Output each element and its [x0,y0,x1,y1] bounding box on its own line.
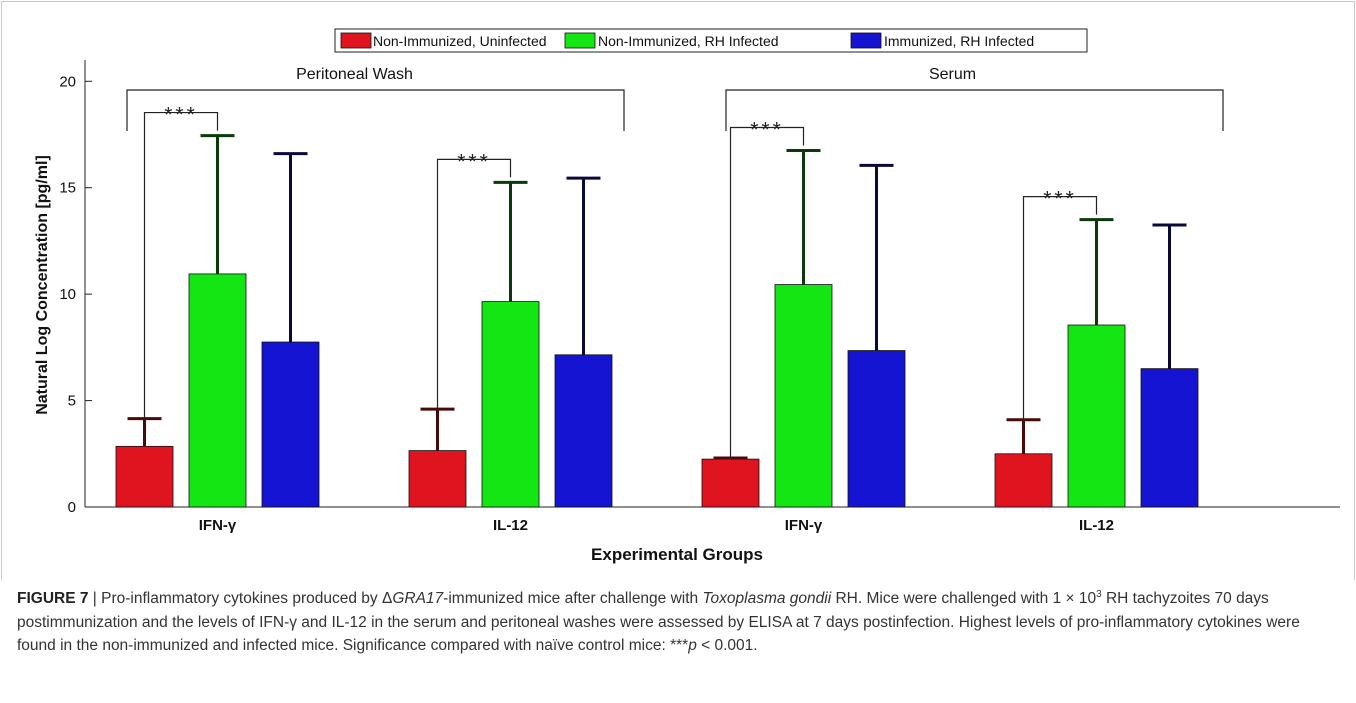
bar-chart: 0 5 10 15 20 Natural Log Concentration [pg/ml… [1,1,1355,580]
x-tick-label: IFN-γ [785,517,823,534]
figure-caption: FIGURE 7 | Pro-inflammatory cytokines pr… [17,583,1339,658]
caption-label: FIGURE 7 [17,590,89,608]
legend-swatch [564,32,596,49]
legend-swatch [850,32,882,49]
legend-label: Non-Immunized, RH Infected [598,33,779,49]
bar [408,450,467,508]
caption-species: Toxoplasma gondii [702,590,832,608]
caption-exponent: 3 [1096,589,1102,600]
significance-bracket [143,111,219,419]
y-tick-label: 0 [68,499,76,516]
caption-separator: | [88,590,102,608]
significance-label: *** [164,104,198,127]
panel-bracket [126,89,625,131]
legend-box [334,28,1088,53]
significance-label: *** [750,118,784,141]
figure-border [1,1,1355,580]
bar [115,445,174,508]
caption-delta: Δ [381,590,393,608]
panel-label: Peritoneal Wash [296,66,413,83]
bar [1067,324,1126,508]
bar [1140,368,1199,508]
significance-bracket [1022,196,1098,420]
caption-text-2: -immunized mice after challenge with [443,590,703,608]
caption-text-5: < 0.001. [696,637,758,655]
y-axis-label: Natural Log Concentration [pg/ml] [34,155,51,415]
y-tick-label: 5 [68,393,76,410]
legend-label: Non-Immunized, Uninfected [373,33,547,49]
panel-label: Serum [929,66,976,83]
caption-text-1: Pro-inflammatory cytokines produced by [101,590,382,608]
significance-bracket [436,158,512,410]
significance-label: *** [457,150,491,173]
bar [994,453,1053,508]
caption-text-4: RH tachyzoites 70 days postimmunization … [17,590,1300,655]
y-tick-label: 10 [59,286,76,303]
caption-gene: GRA17 [392,590,444,608]
legend-swatch [340,32,372,49]
x-tick-label: IFN-γ [199,517,237,534]
bar [774,284,833,508]
x-tick-label: IL-12 [493,517,528,534]
caption-text-3: RH. Mice were challenged with 1 × 10 [831,590,1097,608]
bar [261,341,320,508]
y-tick-label: 20 [59,73,76,90]
significance-label: *** [1043,188,1077,211]
significance-bracket [729,126,805,459]
caption-stars: *** [670,637,689,655]
y-tick-label: 15 [59,180,76,197]
legend-label: Immunized, RH Infected [884,33,1034,49]
x-tick-label: IL-12 [1079,517,1114,534]
caption-p: p [688,637,697,655]
bar [188,273,247,508]
bar [481,301,540,508]
panel-bracket [725,89,1224,131]
bar [701,458,760,508]
bar [554,354,613,508]
x-axis-label: Experimental Groups [591,545,763,564]
bar [847,350,906,508]
